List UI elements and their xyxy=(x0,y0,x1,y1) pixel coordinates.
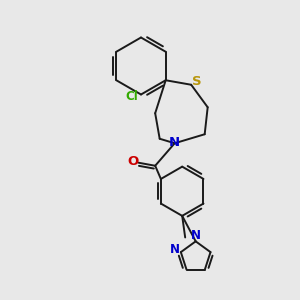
Text: N: N xyxy=(169,136,180,149)
Text: O: O xyxy=(127,155,138,168)
Text: Cl: Cl xyxy=(125,90,138,104)
Text: S: S xyxy=(192,75,201,88)
Text: N: N xyxy=(191,229,201,242)
Text: N: N xyxy=(169,243,179,256)
